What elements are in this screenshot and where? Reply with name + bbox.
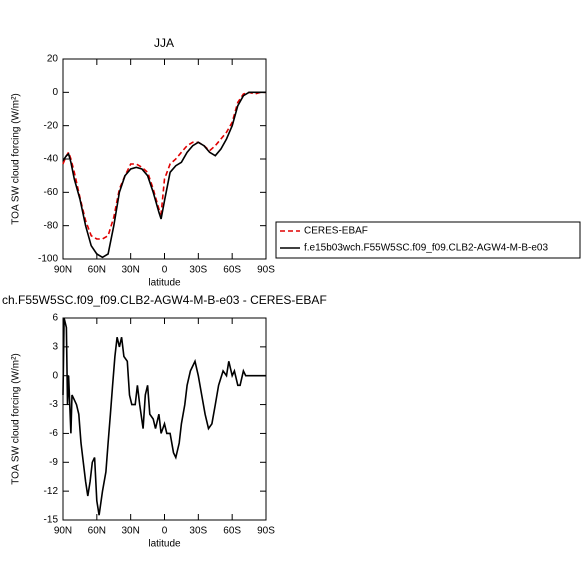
y-tick-label: -6 [49,428,58,439]
y-tick-label: -3 [49,399,58,410]
series-line [62,91,266,259]
x-tick-label: 60N [88,265,106,276]
x-tick-label: 60N [88,526,106,537]
y-tick-label: 6 [52,313,58,324]
plot-frame [62,58,267,260]
y-tick-label: -9 [49,457,58,468]
x-tick-label: 0 [162,526,168,537]
x-tick-label: 0 [162,265,168,276]
legend-label: f.e15b03wch.F55W5SC.f09_f09.CLB2-AGW4-M-… [304,243,548,254]
x-axis-label: latitude [148,278,181,289]
series-line [62,91,266,240]
x-tick-label: 60S [223,526,241,537]
chart-title: ch.F55W5SC.f09_f09.CLB2-AGW4-M-B-e03 - C… [2,293,327,307]
y-tick-label: -60 [44,187,59,198]
x-tick-label: 30N [121,265,139,276]
y-tick-label: 0 [52,370,58,381]
x-tick-label: 30N [121,526,139,537]
x-tick-label: 90N [54,526,72,537]
x-tick-label: 90S [257,265,275,276]
x-axis-label: latitude [148,539,181,550]
y-tick-label: -20 [44,120,59,131]
y-tick-label: -40 [44,154,59,165]
y-tick-label: -15 [44,515,59,526]
plot-frame [62,317,267,521]
x-tick-label: 90S [257,526,275,537]
y-axis-label: TOA SW cloud forcing (W/m²) [11,93,22,225]
chart-title: JJA [154,36,174,50]
x-tick-label: 30S [189,526,207,537]
y-tick-label: 0 [52,87,58,98]
y-axis-label: TOA SW cloud forcing (W/m²) [11,353,22,485]
y-tick-label: -12 [44,486,59,497]
legend-box [275,221,581,259]
y-tick-label: 3 [52,341,58,352]
y-tick-label: -100 [38,254,58,265]
y-tick-label: -80 [44,220,59,231]
series-line [62,317,266,516]
x-tick-label: 60S [223,265,241,276]
x-tick-label: 90N [54,265,72,276]
legend-label: CERES-EBAF [304,226,368,237]
x-tick-label: 30S [189,265,207,276]
y-tick-label: 20 [47,54,59,65]
